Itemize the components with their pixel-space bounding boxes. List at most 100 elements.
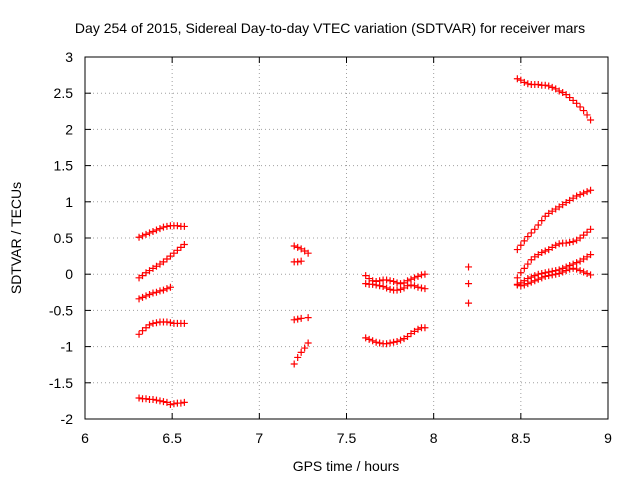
- data-point: [576, 103, 584, 111]
- data-point: [297, 314, 305, 322]
- data-point: [393, 279, 401, 287]
- data-point: [583, 111, 591, 119]
- data-point: [180, 398, 188, 406]
- data-point: [465, 280, 473, 288]
- data-point: [573, 192, 581, 200]
- data-point: [166, 283, 174, 291]
- data-point: [513, 274, 521, 282]
- data-point: [149, 289, 157, 297]
- data-point: [294, 315, 302, 323]
- series-seg-a3: [135, 283, 174, 303]
- data-point: [562, 267, 570, 275]
- data-point: [555, 87, 563, 95]
- y-tick-labels: -2 -1.5 -1 -0.5 0 0.5 1 1.5 2 2.5 3: [49, 49, 73, 427]
- data-point: [390, 338, 398, 346]
- data-point: [520, 237, 528, 245]
- data-point: [146, 321, 154, 329]
- data-point: [538, 274, 546, 282]
- data-point: [159, 398, 167, 406]
- series-seg-a1: [135, 222, 188, 241]
- data-point: [297, 257, 305, 265]
- data-point: [531, 277, 539, 285]
- series-seg-c3: [362, 324, 429, 348]
- data-point: [152, 396, 160, 404]
- data-point: [534, 221, 542, 229]
- data-point: [290, 360, 298, 368]
- data-point: [163, 222, 171, 230]
- data-point: [304, 314, 312, 322]
- series-seg-a2: [135, 241, 188, 282]
- x-tick-label: 6: [81, 430, 89, 446]
- data-point: [294, 243, 302, 251]
- data-point: [524, 280, 532, 288]
- data-point: [397, 336, 405, 344]
- data-point: [524, 80, 532, 88]
- grid-lines: [85, 57, 608, 419]
- data-point: [149, 227, 157, 235]
- data-point: [555, 240, 563, 248]
- x-tick-label: 6.5: [162, 430, 182, 446]
- data-point: [301, 344, 309, 352]
- data-point: [566, 265, 574, 273]
- data-point: [573, 99, 581, 107]
- data-point: [569, 238, 577, 246]
- data-point: [386, 285, 394, 293]
- data-point: [149, 319, 157, 327]
- data-point: [142, 292, 150, 300]
- series-seg-b1: [290, 242, 312, 257]
- data-point: [513, 75, 521, 83]
- data-point: [534, 275, 542, 283]
- data-point: [135, 394, 143, 402]
- data-point: [524, 233, 532, 241]
- series-seg-e4: [513, 251, 595, 289]
- data-point: [545, 272, 553, 280]
- data-point: [304, 249, 312, 257]
- data-point: [548, 271, 556, 279]
- data-point: [163, 318, 171, 326]
- data-point: [152, 288, 160, 296]
- x-tick-label: 7.5: [337, 430, 357, 446]
- data-point: [362, 280, 370, 288]
- data-point: [177, 399, 185, 407]
- data-point: [587, 116, 595, 124]
- data-point: [410, 282, 418, 290]
- data-point: [580, 268, 588, 276]
- data-point: [421, 324, 429, 332]
- data-point: [173, 222, 181, 230]
- data-point: [294, 353, 302, 361]
- data-point: [520, 281, 528, 289]
- data-point: [290, 242, 298, 250]
- data-point: [376, 282, 384, 290]
- data-point: [386, 277, 394, 285]
- data-point: [156, 225, 164, 233]
- y-tick-label: -1: [61, 339, 74, 355]
- data-point: [520, 264, 528, 272]
- data-point: [397, 285, 405, 293]
- data-point: [534, 81, 542, 89]
- data-point: [545, 82, 553, 90]
- data-point: [580, 189, 588, 197]
- y-tick-label: -2: [61, 411, 74, 427]
- data-point: [559, 268, 567, 276]
- data-point: [465, 299, 473, 307]
- data-point: [372, 281, 380, 289]
- data-point: [390, 277, 398, 285]
- data-point: [587, 186, 595, 194]
- data-point: [465, 263, 473, 271]
- data-point: [149, 395, 157, 403]
- data-point: [576, 191, 584, 199]
- y-axis-label: SDTVAR / TECUs: [8, 182, 24, 294]
- y-tick-label: -1.5: [49, 375, 73, 391]
- data-point: [548, 83, 556, 91]
- data-point: [393, 338, 401, 346]
- data-point: [517, 282, 525, 290]
- data-point: [513, 280, 521, 288]
- x-tick-label: 9: [604, 430, 612, 446]
- data-point: [156, 287, 164, 295]
- data-point: [587, 271, 595, 279]
- chart-title: Day 254 of 2015, Sidereal Day-to-day VTE…: [75, 20, 585, 36]
- data-point: [369, 337, 377, 345]
- data-point: [379, 283, 387, 291]
- data-point: [583, 269, 591, 277]
- data-point: [576, 267, 584, 275]
